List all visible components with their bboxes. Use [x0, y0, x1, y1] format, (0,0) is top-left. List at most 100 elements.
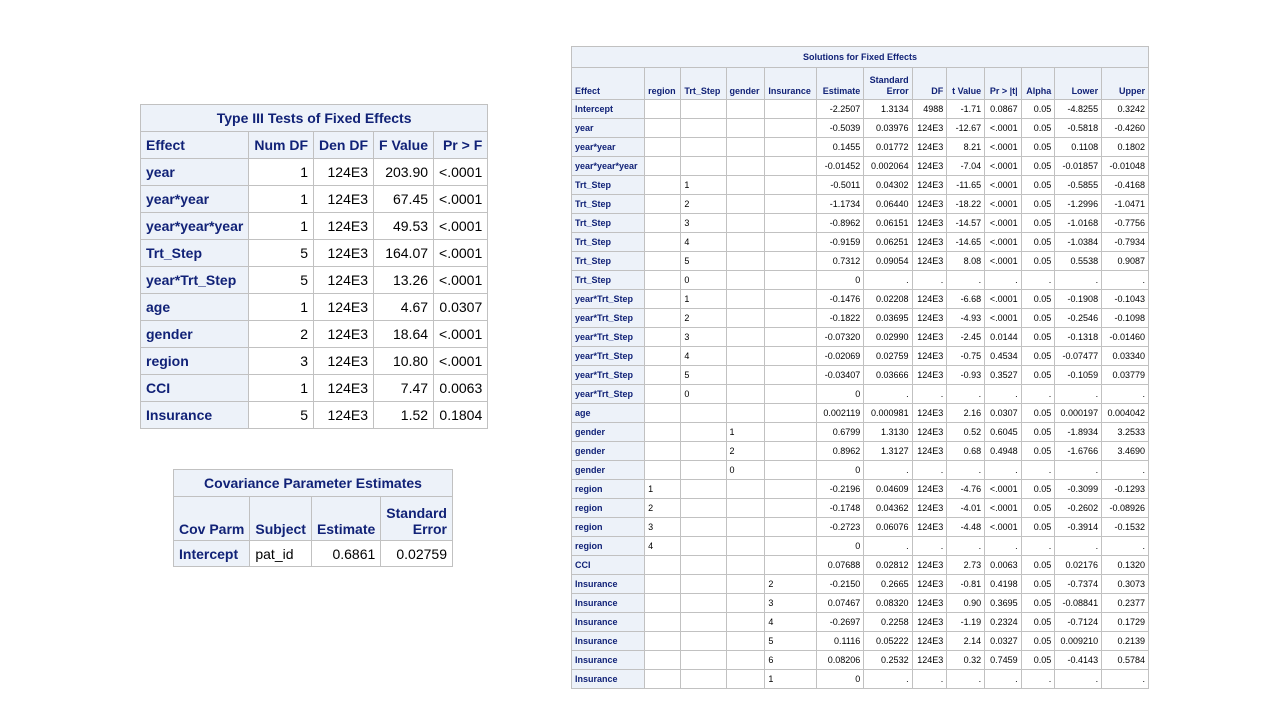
table-cell: 0 — [680, 270, 727, 290]
table-cell: -0.2602 — [1054, 498, 1103, 518]
table-cell: -1.0384 — [1054, 232, 1103, 252]
table-cell: 0.3242 — [1101, 99, 1149, 119]
table-cell: 0 — [725, 460, 766, 480]
table-cell: -0.5011 — [816, 175, 865, 195]
table-cell — [680, 460, 727, 480]
table-cell: -4.48 — [946, 517, 986, 537]
table-cell — [644, 574, 682, 594]
table-cell: 0.1729 — [1101, 612, 1149, 632]
table-row: region 3 124E3 10.80 <.0001 — [139, 347, 489, 375]
table-cell: . — [1054, 270, 1103, 290]
table-cell: -0.2546 — [1054, 308, 1103, 328]
table-cell — [680, 669, 727, 689]
table-cell: -11.65 — [946, 175, 986, 195]
table-cell: -1.71 — [946, 99, 986, 119]
table-cell: 0.0063 — [984, 555, 1022, 575]
table-cell: -0.7756 — [1101, 213, 1149, 233]
table-cell — [764, 194, 818, 214]
table-cell — [644, 365, 682, 385]
table-cell: 2 — [644, 498, 682, 518]
table-cell: 0.009210 — [1054, 631, 1103, 651]
table-cell: 0.4534 — [984, 346, 1022, 366]
table-cell — [725, 118, 766, 138]
table-cell: -0.1059 — [1054, 365, 1103, 385]
table-cell — [764, 422, 818, 442]
table-cell: -0.5855 — [1054, 175, 1103, 195]
table-cell: . — [1101, 270, 1149, 290]
table-cell: <.0001 — [984, 289, 1022, 309]
row-header-cell: year*year*year — [139, 212, 250, 240]
row-header-cell: year*Trt_Step — [570, 327, 646, 347]
table-cell: -2.45 — [946, 327, 986, 347]
table-cell: 1 — [680, 289, 727, 309]
table-cell — [764, 498, 818, 518]
table-cell — [644, 669, 682, 689]
table-cell: 124E3 — [911, 175, 948, 195]
type3-col-header-text: Den DF — [319, 137, 368, 153]
table-cell: -0.01857 — [1054, 156, 1103, 176]
solutions-col-header-text: Alpha — [1026, 86, 1052, 96]
table-cell: 0.5538 — [1054, 251, 1103, 271]
table-cell: . — [1054, 460, 1103, 480]
table-cell — [764, 289, 818, 309]
table-cell: 0.002064 — [863, 156, 913, 176]
solutions-col-header: gender — [725, 67, 766, 100]
table-cell: -2.2507 — [816, 99, 865, 119]
table-cell: 124E3 — [313, 347, 374, 375]
table-cell: 0.2139 — [1101, 631, 1149, 651]
table-cell: 0.06151 — [863, 213, 913, 233]
table-cell: 0.04609 — [863, 479, 913, 499]
table-cell — [680, 156, 727, 176]
table-cell: 0.02759 — [863, 346, 913, 366]
table-row: gender 0 0....... — [570, 460, 1149, 480]
table-cell: 0.05 — [1020, 517, 1056, 537]
solutions-title: Solutions for Fixed Effects — [571, 46, 1149, 67]
table-cell — [725, 308, 766, 328]
table-cell: . — [911, 460, 948, 480]
table-cell: 4 — [680, 232, 727, 252]
type3-col-header: Num DF — [248, 131, 314, 159]
type3-body: year 1 124E3 203.90 <.0001 year*year 1 124E3 67.… — [139, 158, 489, 429]
table-row: Insurance 1 0....... — [570, 669, 1149, 689]
row-header-cell: Insurance — [570, 650, 646, 670]
table-cell: 5 — [680, 251, 727, 271]
table-cell: 124E3 — [911, 118, 948, 138]
table-cell: . — [1101, 669, 1149, 689]
solutions-col-header-text: Error — [886, 86, 909, 96]
table-cell: 3.4690 — [1101, 441, 1149, 461]
table-cell: 124E3 — [911, 612, 948, 632]
table-cell: -0.5818 — [1054, 118, 1103, 138]
table-cell — [680, 574, 727, 594]
table-cell: 4 — [644, 536, 682, 556]
type3-col-header: Pr > F — [433, 131, 489, 159]
table-row: Trt_Step 2 -1.1734 0.06440 124E3 -18.22 <.0001… — [570, 194, 1149, 214]
table-cell: -0.7374 — [1054, 574, 1103, 594]
table-cell: 2 — [680, 194, 727, 214]
table-cell: <.0001 — [433, 158, 489, 186]
solutions-fixed-effects-table: Solutions for Fixed Effects Effect region… — [570, 46, 1149, 689]
table-cell: 18.64 — [372, 320, 435, 348]
table-cell — [725, 384, 766, 404]
table-cell: 0.8962 — [816, 441, 865, 461]
table-cell: 1 — [644, 479, 682, 499]
row-header-cell: year — [570, 118, 646, 138]
table-cell: 124E3 — [911, 403, 948, 423]
row-header-cell: region — [570, 498, 646, 518]
table-cell — [644, 308, 682, 328]
table-cell: 0.2324 — [984, 612, 1022, 632]
table-cell: 124E3 — [911, 441, 948, 461]
table-cell: 3 — [680, 327, 727, 347]
table-cell: 0.9087 — [1101, 251, 1149, 271]
row-header-cell: region — [570, 536, 646, 556]
table-row: gender 2 0.8962 1.3127 124E3 0.68 0.4948 0.05 -1… — [570, 441, 1149, 461]
table-cell: 0.000197 — [1054, 403, 1103, 423]
table-cell: -12.67 — [946, 118, 986, 138]
table-cell: 124E3 — [313, 212, 374, 240]
row-header-cell: Trt_Step — [570, 213, 646, 233]
table-cell — [764, 555, 818, 575]
table-cell: 124E3 — [911, 308, 948, 328]
table-cell: 0.6799 — [816, 422, 865, 442]
table-cell: 124E3 — [911, 327, 948, 347]
table-cell — [644, 156, 682, 176]
table-cell: 0.3073 — [1101, 574, 1149, 594]
